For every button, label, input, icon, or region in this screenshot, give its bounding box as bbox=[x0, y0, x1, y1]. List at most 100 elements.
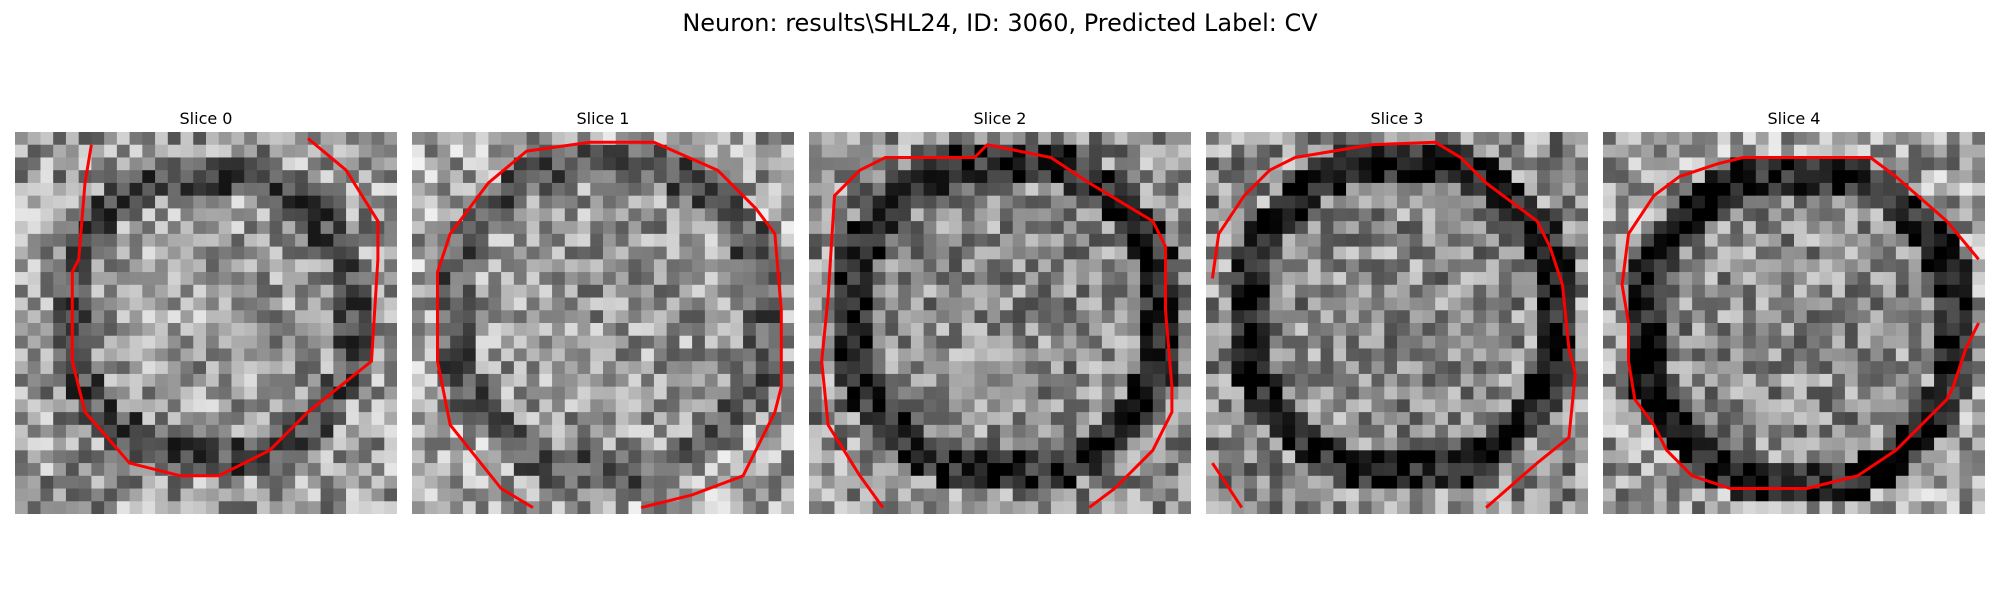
pixel bbox=[358, 310, 372, 324]
pixel bbox=[1908, 323, 1922, 337]
pixel bbox=[1511, 284, 1525, 298]
pixel bbox=[1730, 132, 1744, 146]
pixel bbox=[910, 259, 924, 273]
pixel bbox=[1333, 335, 1347, 349]
pixel bbox=[1615, 182, 1629, 197]
pixel bbox=[104, 170, 118, 184]
pixel bbox=[1256, 132, 1271, 146]
pixel bbox=[91, 195, 105, 209]
pixel bbox=[743, 424, 757, 438]
pixel bbox=[1524, 221, 1538, 235]
pixel bbox=[526, 450, 540, 464]
pixel bbox=[1717, 208, 1731, 222]
pixel bbox=[1870, 386, 1884, 400]
pixel bbox=[437, 272, 451, 286]
pixel bbox=[488, 348, 502, 362]
pixel bbox=[1511, 157, 1525, 171]
pixel bbox=[1537, 259, 1551, 273]
pixel bbox=[1895, 424, 1909, 438]
pixel bbox=[539, 208, 553, 222]
pixel bbox=[1460, 386, 1474, 400]
pixel bbox=[1473, 144, 1487, 158]
pixel bbox=[384, 450, 397, 464]
pixel bbox=[116, 297, 130, 311]
pixel bbox=[1819, 373, 1833, 388]
pixel bbox=[603, 424, 617, 438]
pixel bbox=[1256, 348, 1271, 362]
pixel bbox=[358, 412, 372, 426]
pixel bbox=[577, 182, 591, 197]
pixel bbox=[847, 182, 861, 197]
pixel bbox=[1549, 348, 1563, 362]
pixel bbox=[898, 488, 912, 502]
pixel bbox=[40, 399, 54, 413]
pixel bbox=[539, 335, 553, 349]
pixel bbox=[1358, 310, 1372, 324]
pixel bbox=[1346, 424, 1360, 438]
pixel bbox=[129, 284, 143, 298]
pixel bbox=[155, 233, 169, 247]
pixel bbox=[65, 501, 80, 514]
pixel bbox=[180, 195, 194, 209]
pixel bbox=[1537, 246, 1551, 260]
pixel bbox=[1269, 310, 1283, 324]
pixel bbox=[1050, 259, 1065, 273]
pixel bbox=[269, 297, 283, 311]
pixel bbox=[269, 450, 283, 464]
pixel bbox=[1653, 450, 1668, 464]
pixel bbox=[1781, 157, 1795, 171]
pixel bbox=[1615, 437, 1629, 451]
pixel bbox=[1972, 157, 1985, 171]
pixel bbox=[218, 424, 232, 438]
pixel bbox=[743, 233, 757, 247]
pixel bbox=[781, 310, 794, 324]
pixel bbox=[1218, 284, 1232, 298]
pixel bbox=[974, 488, 988, 502]
pixel bbox=[1768, 233, 1782, 247]
pixel bbox=[462, 246, 477, 260]
pixel bbox=[1447, 310, 1462, 324]
pixel bbox=[1231, 170, 1245, 184]
pixel bbox=[1114, 157, 1128, 171]
pixel bbox=[1282, 424, 1296, 438]
pixel bbox=[1089, 284, 1103, 298]
pixel bbox=[1282, 386, 1296, 400]
pixel bbox=[1819, 424, 1833, 438]
pixel bbox=[333, 463, 347, 477]
pixel bbox=[539, 246, 553, 260]
pixel bbox=[910, 310, 924, 324]
pixel bbox=[116, 132, 130, 146]
pixel bbox=[116, 373, 130, 388]
pixel bbox=[898, 501, 912, 514]
pixel bbox=[1346, 284, 1360, 298]
pixel bbox=[755, 310, 769, 324]
pixel bbox=[488, 386, 502, 400]
pixel bbox=[987, 386, 1001, 400]
pixel bbox=[1628, 424, 1642, 438]
pixel bbox=[1269, 501, 1283, 514]
pixel bbox=[1012, 437, 1026, 451]
pixel bbox=[78, 475, 92, 489]
pixel bbox=[1959, 144, 1973, 158]
pixel bbox=[462, 157, 477, 171]
pixel bbox=[755, 488, 769, 502]
pixel bbox=[577, 259, 591, 273]
pixel bbox=[1000, 284, 1014, 298]
pixel bbox=[1755, 195, 1769, 209]
pixel bbox=[1000, 450, 1014, 464]
pixel bbox=[1038, 412, 1052, 426]
pixel bbox=[412, 373, 426, 388]
pixel bbox=[358, 450, 372, 464]
pixel bbox=[1666, 386, 1680, 400]
pixel bbox=[1025, 310, 1039, 324]
pixel bbox=[218, 182, 232, 197]
pixel bbox=[768, 424, 782, 438]
pixel bbox=[564, 297, 578, 311]
pixel bbox=[898, 170, 912, 184]
pixel bbox=[577, 310, 591, 324]
pixel bbox=[1755, 221, 1769, 235]
pixel bbox=[269, 399, 283, 413]
pixel bbox=[1832, 208, 1846, 222]
pixel bbox=[412, 335, 426, 349]
pixel bbox=[987, 221, 1001, 235]
